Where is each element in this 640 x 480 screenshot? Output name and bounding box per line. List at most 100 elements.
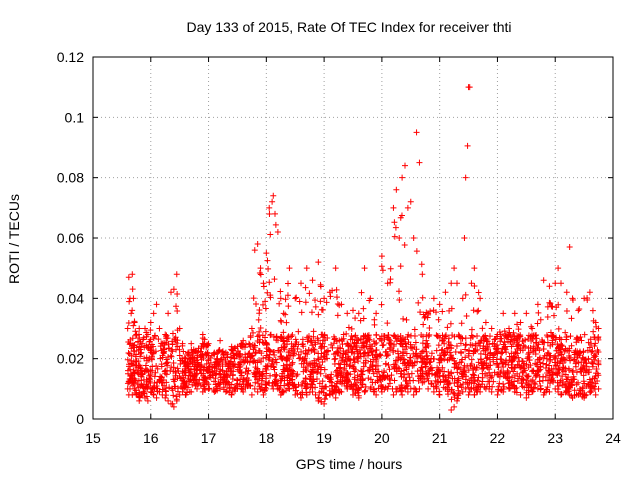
data-point	[271, 373, 278, 380]
data-point	[448, 406, 455, 413]
data-point	[593, 365, 600, 372]
data-point	[423, 371, 430, 378]
data-point	[141, 384, 148, 391]
data-point	[194, 385, 200, 392]
data-point	[186, 369, 193, 376]
data-point	[373, 358, 380, 365]
data-point	[436, 334, 443, 341]
y-tick-label: 0.1	[65, 109, 85, 125]
data-point	[451, 265, 458, 272]
data-point	[345, 342, 352, 349]
data-point	[299, 336, 306, 343]
data-point	[534, 344, 541, 351]
data-point	[558, 280, 564, 287]
data-point	[469, 342, 476, 349]
data-point	[192, 363, 199, 370]
data-point	[495, 386, 502, 393]
data-point	[375, 368, 382, 375]
data-point	[392, 224, 399, 231]
data-point	[556, 344, 563, 351]
data-point	[254, 388, 261, 395]
data-point	[302, 350, 309, 357]
data-point	[494, 391, 501, 398]
data-point	[485, 362, 492, 369]
data-point	[502, 343, 509, 350]
data-point	[316, 389, 323, 396]
data-point	[157, 343, 164, 350]
data-point	[124, 356, 131, 363]
data-point	[576, 306, 583, 313]
data-point	[278, 318, 285, 325]
data-point	[495, 364, 502, 371]
data-point	[240, 356, 247, 363]
data-point	[537, 386, 544, 393]
data-point	[590, 328, 597, 335]
data-point	[576, 390, 583, 397]
data-point	[361, 388, 368, 395]
data-point	[547, 372, 554, 379]
data-point	[373, 310, 380, 317]
data-point	[439, 308, 446, 315]
data-point	[278, 373, 285, 380]
data-point	[536, 356, 543, 363]
data-point	[482, 319, 489, 326]
data-point	[198, 363, 205, 370]
chart-title: Day 133 of 2015, Rate Of TEC Index for r…	[186, 19, 511, 35]
data-point	[331, 336, 338, 343]
data-point	[323, 299, 330, 306]
data-point	[371, 321, 378, 328]
data-point	[357, 317, 364, 324]
data-point	[535, 309, 542, 316]
data-point	[477, 295, 484, 302]
data-point	[142, 362, 149, 369]
data-point	[547, 300, 554, 307]
data-point	[522, 343, 529, 350]
data-point	[321, 295, 328, 302]
data-point	[584, 347, 591, 354]
data-point	[206, 385, 213, 392]
data-point	[212, 375, 219, 382]
data-point	[362, 349, 369, 356]
data-point	[373, 352, 380, 359]
data-point	[548, 375, 555, 382]
data-point	[292, 295, 299, 302]
data-point	[223, 351, 230, 358]
data-point	[334, 378, 341, 385]
data-point	[546, 283, 553, 290]
data-point	[448, 386, 455, 393]
data-point	[397, 333, 404, 339]
data-point	[206, 363, 213, 370]
data-point	[277, 317, 284, 324]
data-point	[566, 383, 573, 390]
data-point	[520, 342, 527, 349]
data-point	[160, 345, 167, 352]
data-point	[361, 333, 368, 340]
data-point	[373, 331, 380, 338]
data-point	[191, 379, 198, 386]
data-point	[198, 370, 205, 377]
data-point	[347, 336, 354, 343]
data-point	[477, 356, 484, 363]
data-point	[280, 344, 287, 351]
data-point	[566, 347, 573, 354]
data-point	[264, 257, 271, 264]
data-point	[552, 362, 559, 369]
data-point	[422, 344, 429, 351]
data-point	[377, 374, 384, 381]
data-point	[258, 381, 265, 388]
data-point	[540, 277, 547, 284]
data-point	[271, 352, 278, 359]
data-point	[252, 359, 259, 366]
data-point	[260, 301, 267, 308]
data-point	[250, 295, 257, 302]
data-point	[491, 343, 498, 350]
data-point	[549, 369, 556, 376]
data-point	[231, 386, 238, 393]
data-point	[138, 367, 145, 374]
data-point	[168, 289, 174, 296]
data-point	[151, 380, 158, 387]
data-point	[294, 390, 301, 397]
data-point	[127, 340, 134, 347]
data-point	[148, 389, 155, 396]
data-point	[406, 374, 413, 381]
